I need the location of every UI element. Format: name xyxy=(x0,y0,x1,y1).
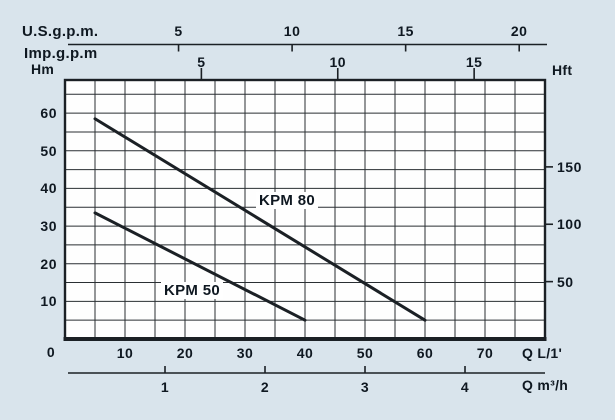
us-gpm-tick-label: 15 xyxy=(397,23,414,39)
hft-tick-label: 150 xyxy=(557,158,582,175)
hft-axis-label: Hft xyxy=(552,62,573,78)
q-lmin-tick-label: 40 xyxy=(296,345,314,361)
hm-tick-label: 30 xyxy=(40,218,57,235)
m3h-tick-label: 3 xyxy=(360,379,370,395)
q-l-per-min-axis-label: Q L/1' xyxy=(522,345,563,361)
q-lmin-tick-label: 50 xyxy=(356,345,374,361)
q-lmin-tick-label: 20 xyxy=(176,345,194,361)
q-m3-per-h-axis-label: Q m³/h xyxy=(522,377,569,393)
hm-tick-label: 50 xyxy=(40,142,57,159)
us-gpm-tick-label: 10 xyxy=(283,23,301,39)
imp-gpm-axis-label: Imp.g.p.m xyxy=(24,45,98,62)
us-gpm-tick-label: 20 xyxy=(510,23,528,39)
pump-curve-kpm-50 xyxy=(93,211,307,322)
imp-gpm-tick-label: 15 xyxy=(465,54,483,70)
q-lmin-tick-label: 30 xyxy=(236,345,254,361)
us-gpm-axis-label: U.S.g.p.m. xyxy=(22,23,99,40)
imp-gpm-tick-label: 10 xyxy=(329,54,347,70)
curve-label-kpm-80: KPM 80 xyxy=(256,192,318,209)
hft-tick-label: 100 xyxy=(557,216,582,233)
curve-label-kpm-50: KPM 50 xyxy=(161,282,223,299)
m3h-tick-label: 4 xyxy=(460,379,470,395)
hm-tick-label: 20 xyxy=(40,255,57,272)
q-lmin-tick-label: 10 xyxy=(116,345,134,361)
pump-curve-kpm-80 xyxy=(93,117,427,322)
m3h-tick-label: 1 xyxy=(160,379,170,395)
hm-axis-label: Hm xyxy=(31,61,55,77)
hm-tick-label: 60 xyxy=(40,105,57,122)
hm-tick-label: 40 xyxy=(40,180,57,197)
m3h-tick-label: 2 xyxy=(260,379,270,395)
origin-tick-label: 0 xyxy=(46,344,56,360)
hft-tick-label: 50 xyxy=(557,273,574,290)
us-gpm-tick-label: 5 xyxy=(174,23,183,39)
imp-gpm-tick-label: 5 xyxy=(197,54,206,70)
hm-tick-label: 10 xyxy=(40,293,57,310)
q-lmin-tick-label: 70 xyxy=(476,345,494,361)
q-lmin-tick-label: 60 xyxy=(416,345,434,361)
